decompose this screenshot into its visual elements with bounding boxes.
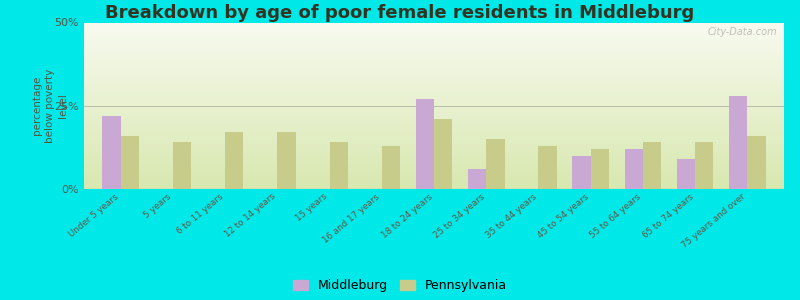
Text: 35 to 44 years: 35 to 44 years [484, 192, 538, 240]
Bar [225, 132, 243, 189]
Bar [468, 169, 486, 189]
Bar [538, 146, 557, 189]
Bar [486, 139, 505, 189]
Text: 25 to 34 years: 25 to 34 years [432, 192, 486, 240]
Bar [625, 149, 643, 189]
Legend: Middleburg, Pennsylvania: Middleburg, Pennsylvania [293, 279, 507, 292]
Text: 6 to 11 years: 6 to 11 years [175, 192, 225, 236]
Text: Under 5 years: Under 5 years [67, 192, 121, 238]
Y-axis label: percentage
below poverty
level: percentage below poverty level [32, 69, 69, 143]
Text: 45 to 54 years: 45 to 54 years [536, 192, 590, 240]
Bar [695, 142, 714, 189]
Bar [677, 159, 695, 189]
Text: Breakdown by age of poor female residents in Middleburg: Breakdown by age of poor female resident… [106, 4, 694, 22]
Text: 16 and 17 years: 16 and 17 years [322, 192, 382, 244]
Bar [330, 142, 348, 189]
Text: City-Data.com: City-Data.com [707, 28, 777, 38]
Text: 18 to 24 years: 18 to 24 years [380, 192, 434, 240]
Bar [747, 136, 766, 189]
Bar [573, 156, 590, 189]
Bar [434, 119, 452, 189]
Bar [729, 96, 747, 189]
Text: 55 to 64 years: 55 to 64 years [589, 192, 643, 240]
Bar [121, 136, 139, 189]
Bar [382, 146, 400, 189]
Bar [102, 116, 121, 189]
Bar [416, 99, 434, 189]
Text: 75 years and over: 75 years and over [681, 192, 747, 250]
Text: 15 years: 15 years [294, 192, 330, 223]
Bar [643, 142, 662, 189]
Bar [590, 149, 609, 189]
Bar [173, 142, 191, 189]
Bar [278, 132, 295, 189]
Text: 5 years: 5 years [142, 192, 173, 220]
Text: 65 to 74 years: 65 to 74 years [641, 192, 695, 240]
Text: 12 to 14 years: 12 to 14 years [223, 192, 278, 239]
